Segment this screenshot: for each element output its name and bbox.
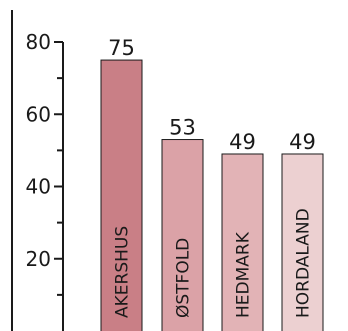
category-label: AKERSHUS (113, 226, 133, 318)
bar (281, 153, 324, 331)
value-labels: 75 53 49 49 (108, 36, 316, 154)
bar (161, 139, 204, 331)
y-tick-label: 60 (26, 102, 51, 126)
value-label: 53 (169, 116, 196, 140)
category-labels: AKERSHUS ØSTFOLD HEDMARK HORDALAND (113, 208, 314, 318)
bar (100, 59, 143, 331)
value-label: 49 (289, 130, 316, 154)
value-label: 75 (108, 36, 135, 60)
y-axis-ticks: 20 40 60 80 (26, 30, 63, 296)
category-label: HEDMARK (234, 231, 254, 318)
category-label: ØSTFOLD (174, 238, 194, 318)
y-tick-label: 20 (26, 247, 51, 271)
y-tick-label: 40 (26, 175, 51, 199)
category-label: HORDALAND (294, 208, 314, 318)
value-label: 49 (229, 130, 256, 154)
y-tick-label: 80 (26, 30, 51, 54)
bars (100, 59, 324, 331)
bar (221, 153, 264, 331)
